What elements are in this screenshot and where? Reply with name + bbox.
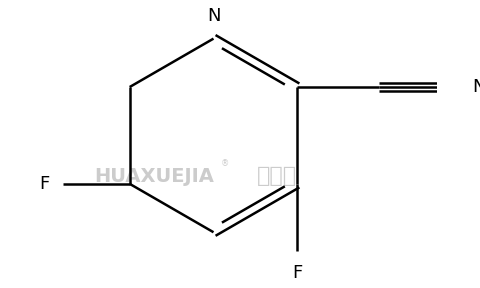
Text: HUAXUEJIA: HUAXUEJIA — [94, 167, 214, 186]
Text: ®: ® — [220, 159, 229, 168]
Text: F: F — [39, 175, 49, 193]
Text: N: N — [472, 78, 480, 96]
Text: N: N — [207, 7, 220, 25]
Text: F: F — [292, 264, 302, 282]
Text: 化学加: 化学加 — [257, 166, 297, 186]
